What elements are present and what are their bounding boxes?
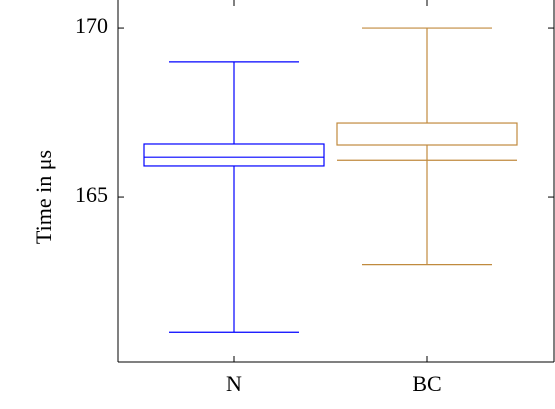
x-tick-label: BC (412, 371, 441, 396)
y-tick-label: 170 (75, 13, 108, 38)
box (143, 143, 325, 167)
x-tick-label: N (226, 371, 242, 396)
y-axis-label: Time in μs (31, 150, 56, 244)
box (336, 122, 518, 146)
y-tick-label: 165 (75, 182, 108, 207)
